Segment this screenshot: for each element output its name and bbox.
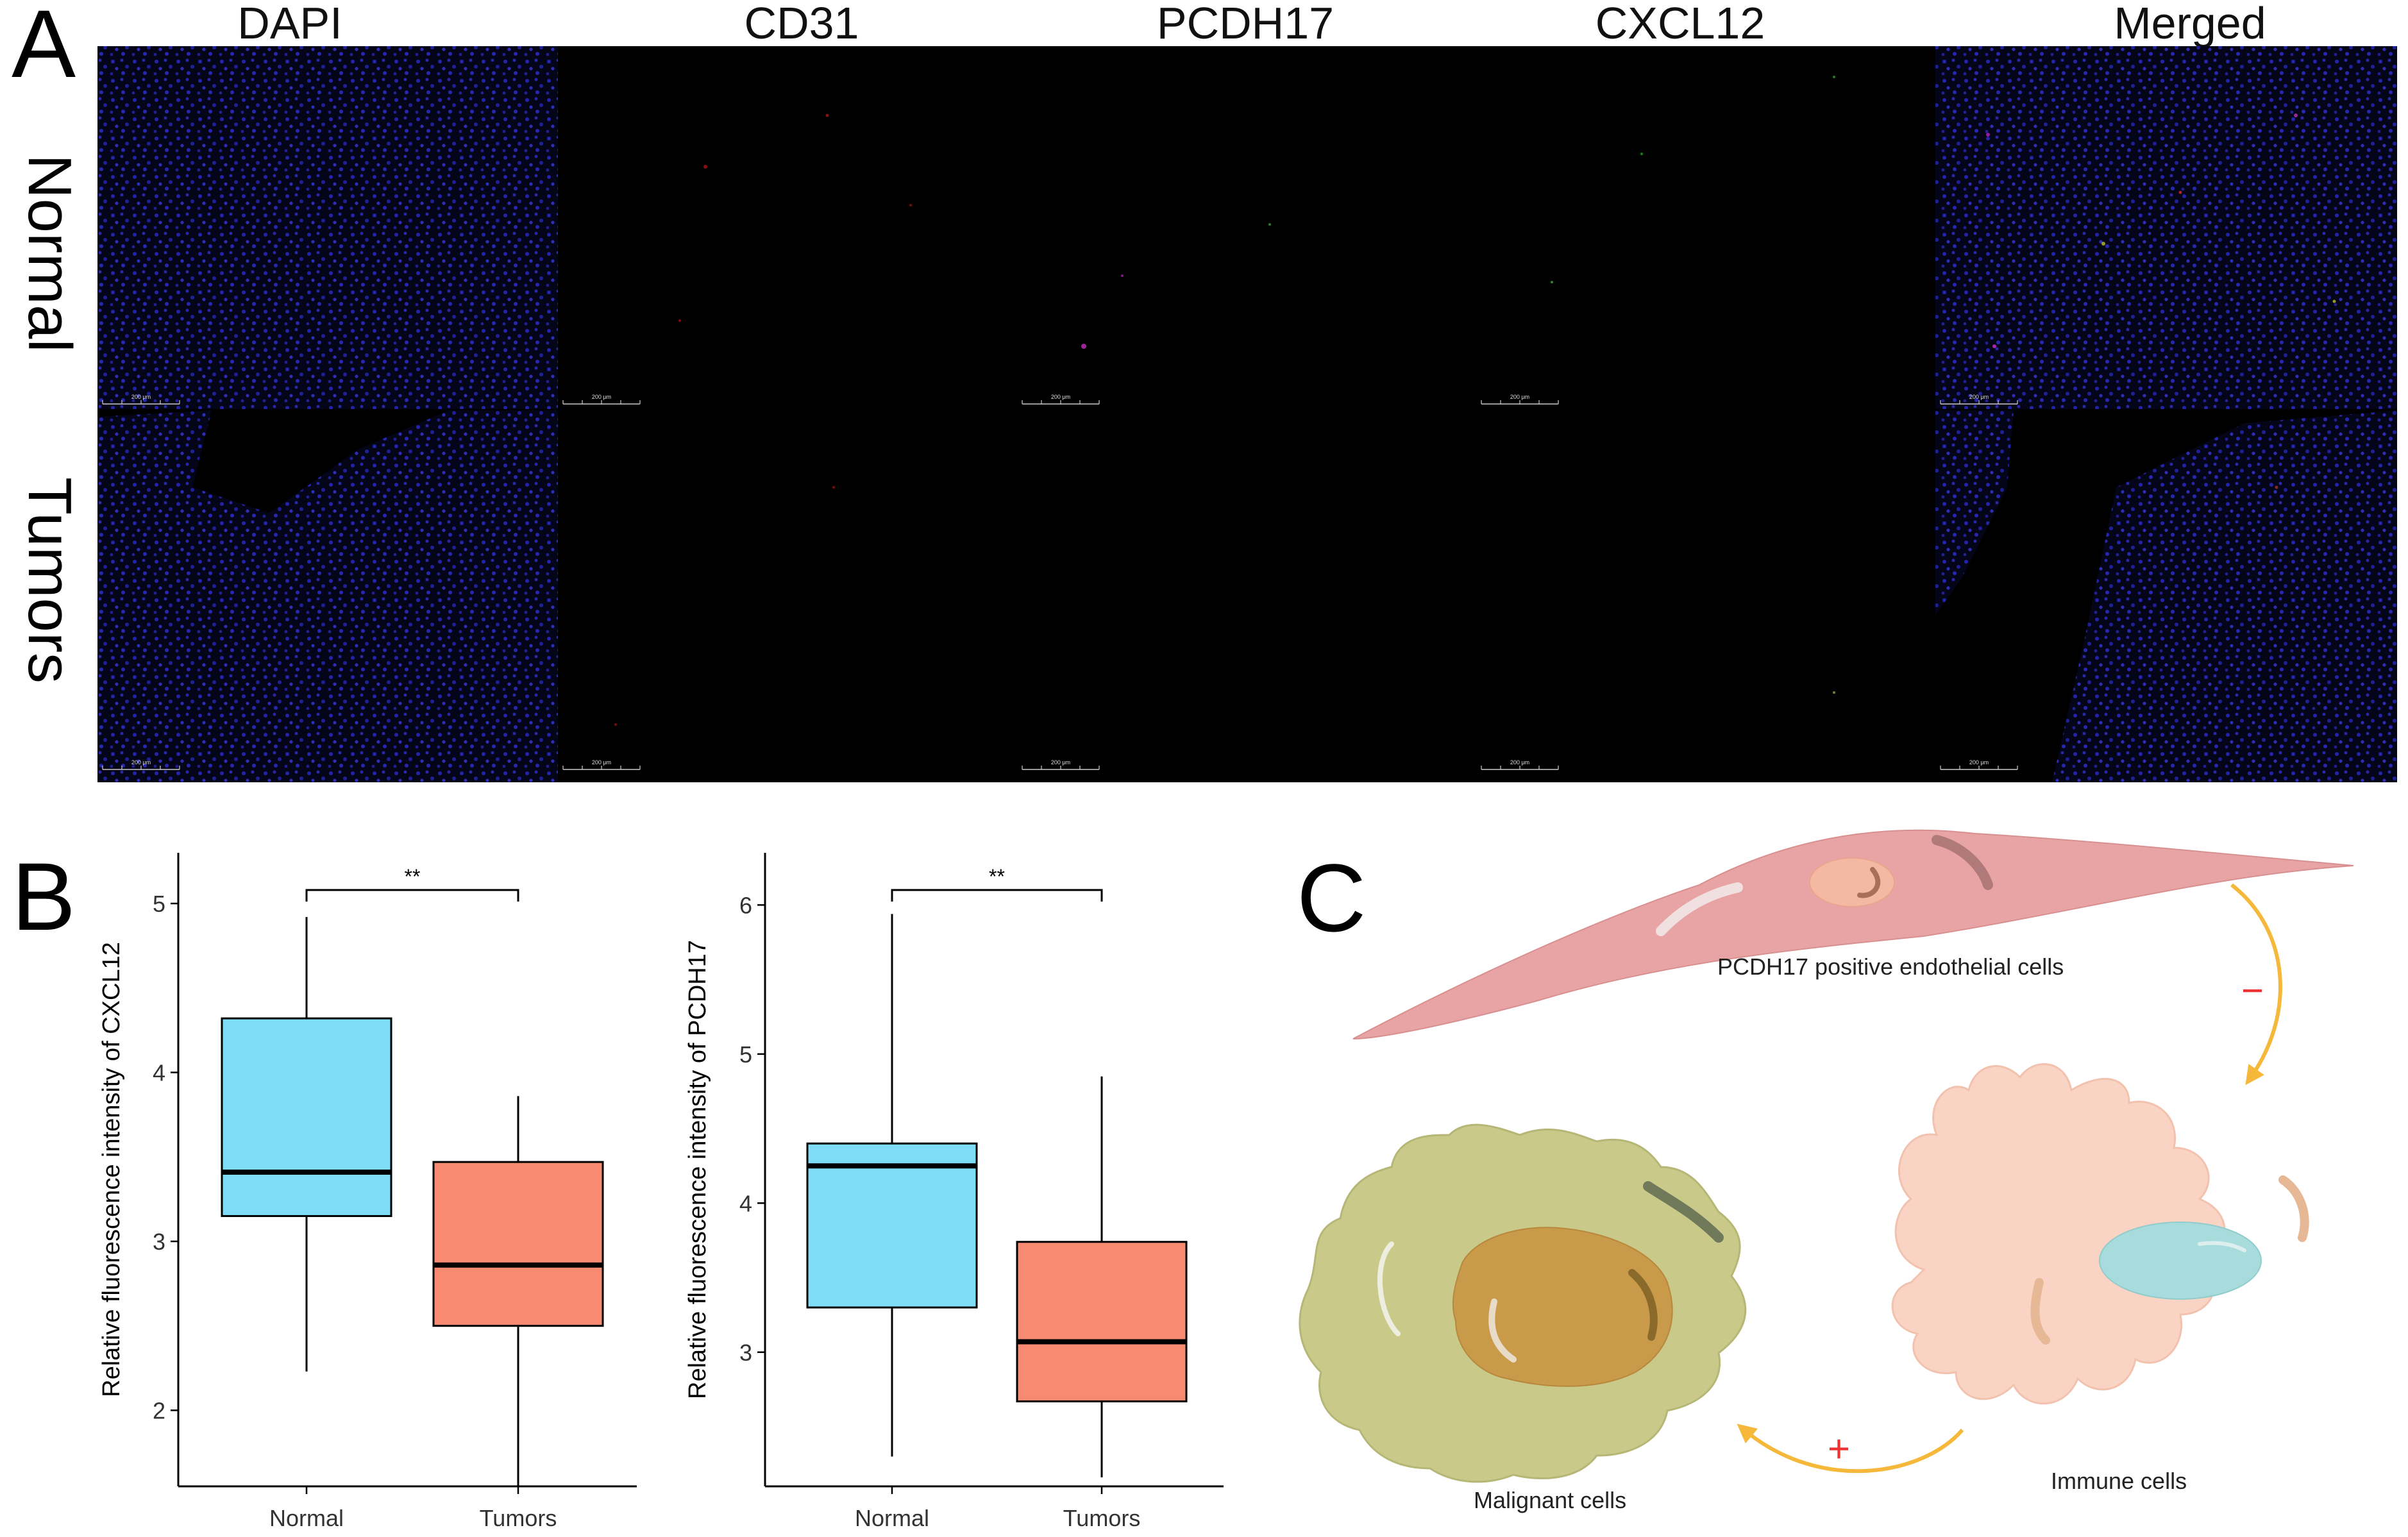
immune-label: Immune cells [2051,1468,2187,1494]
box-normal: Normal [221,917,392,1531]
malignant-label: Malignant cells [1474,1487,1626,1513]
scale-bars: 200 μm 200 μm 200 μm 200 μm 200 μm 200 μm 200 … [102,394,2018,770]
x-tick-label: Normal [269,1505,344,1531]
endothelial-label: PCDH17 positive endothelial cells [1717,953,2064,980]
image-normal-cd31 [558,46,1017,409]
scale-bar-label: 200 μm [1969,394,1989,400]
scale-bar: 200 μm [1940,759,2018,770]
box-rect [806,1142,978,1309]
signal-specks [614,76,2336,726]
column-headers: DAPI CD31 PCDH17 CXCL12 Merged [237,0,2266,48]
immune-cell [1891,1063,2309,1405]
y-tick-label: 3 [739,1340,752,1366]
x-tick-label: Tumors [480,1505,557,1531]
malignant-nucleus [1452,1227,1673,1387]
significance-label: ** [989,865,1005,888]
y-tick-label: 4 [739,1190,752,1216]
minus-sign: − [2241,969,2264,1012]
arrow-endothelial-to-immune [2230,883,2282,1086]
scale-bar-label: 200 μm [592,394,611,400]
scale-bar: 200 μm [1481,394,1559,405]
panel-a-letter: A [12,0,76,97]
boxplot-cxcl12: 2 3 4 5 Relative fluorescence intensity of C… [98,853,637,1531]
endothelial-nucleus [1809,857,1895,907]
column-header-dapi: DAPI [237,0,342,48]
x-tick-label: Tumors [1063,1505,1141,1531]
scale-bar-label: 200 μm [131,759,151,766]
panel-b-letter: B [12,843,76,950]
arrow-immune-to-malignant [1737,1424,1964,1474]
significance-bracket [891,889,1103,902]
scale-bar: 200 μm [562,759,641,770]
y-tick-label: 4 [153,1060,165,1086]
image-tumors-pcdh17 [1017,409,1476,782]
box-rect [432,1161,604,1327]
scale-bar: 200 μm [562,394,641,405]
boxplot-pcdh17: 3 4 5 6 Relative fluorescence intensity of P… [684,853,1224,1531]
y-tick-label: 5 [153,891,165,917]
y-tick-label: 6 [739,892,752,918]
image-normal-merged [1935,46,2397,409]
scale-bar: 200 μm [102,394,180,405]
box-normal: Normal [806,914,978,1531]
box-rect [1016,1241,1188,1402]
column-header-cxcl12: CXCL12 [1596,0,1765,48]
microscopy-grid: 200 μm 200 μm 200 μm 200 μm 200 μm 200 μm 200 … [97,46,2397,782]
significance-bracket [305,889,519,902]
image-tumors-cd31 [558,409,1017,782]
box-tumors: Tumors [432,1096,604,1531]
y-tick-label: 5 [739,1041,752,1068]
scale-bar-label: 200 μm [1510,394,1529,400]
box-tumors: Tumors [1016,1076,1188,1531]
column-header-pcdh17: PCDH17 [1157,0,1334,48]
immune-nucleus [2099,1222,2262,1300]
scale-bar-label: 200 μm [1051,394,1070,400]
x-tick-label: Normal [855,1505,929,1531]
significance-label: ** [405,865,421,888]
y-axis-label: Relative fluorescence intensity of CXCL1… [98,942,125,1397]
y-tick-label: 2 [153,1397,165,1424]
endothelial-cell [1352,829,2354,1039]
y-axis-label: Relative fluorescence intensity of PCDH1… [684,940,711,1399]
column-header-cd31: CD31 [745,0,859,48]
scale-bar: 200 μm [1022,759,1100,770]
image-tumors-dapi [97,409,558,782]
image-normal-pcdh17 [1017,46,1476,409]
scale-bar-label: 200 μm [1969,759,1989,766]
plus-sign: + [1828,1427,1850,1470]
y-tick-label: 3 [153,1229,165,1255]
panel-c-letter: C [1297,844,1366,952]
image-normal-dapi [97,46,558,409]
image-tumors-merged [1935,409,2397,782]
malignant-cell [1299,1123,1747,1483]
scale-bar-label: 200 μm [131,394,151,400]
scale-bar-label: 200 μm [1051,759,1070,766]
box-rect [221,1017,392,1217]
scale-bar-label: 200 μm [1510,759,1529,766]
scale-bar: 200 μm [1022,394,1100,405]
scale-bar: 200 μm [1481,759,1559,770]
row-label-normal: Normal [15,154,84,352]
image-normal-cxcl12 [1476,46,1935,409]
row-label-tumors: Tumors [15,477,84,684]
column-header-merged: Merged [2114,0,2266,48]
image-tumors-cxcl12 [1476,409,1935,782]
scale-bar: 200 μm [1940,394,2018,405]
scale-bar-label: 200 μm [592,759,611,766]
row-labels: Normal Tumors [15,154,84,684]
scale-bar: 200 μm [102,759,180,770]
